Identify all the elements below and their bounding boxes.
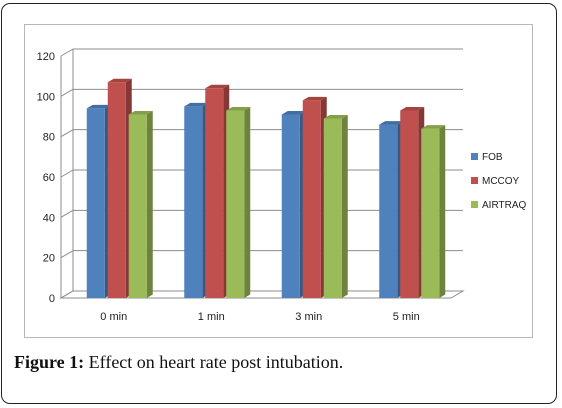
bar — [400, 110, 419, 298]
bar — [128, 114, 147, 298]
bar-top — [302, 96, 327, 101]
bar — [184, 106, 203, 299]
bar-side — [244, 106, 251, 298]
bar-top — [281, 110, 306, 115]
bar-top — [205, 84, 230, 89]
bar-top — [107, 78, 132, 83]
y-tick-label: 60 — [43, 172, 55, 184]
chart-floor — [59, 290, 465, 299]
x-tick-label: 3 min — [295, 311, 322, 323]
bar — [302, 100, 321, 298]
y-tick-label: 120 — [37, 51, 55, 63]
bar-top — [128, 110, 153, 115]
y-tick-label: 20 — [43, 253, 55, 265]
bar-top — [184, 102, 209, 107]
bar-side — [146, 110, 153, 298]
bar — [205, 88, 224, 298]
bar-top — [226, 106, 251, 111]
figure-caption: Figure 1: Effect on heart rate post intu… — [14, 352, 554, 373]
bar-top — [400, 106, 425, 111]
bar — [226, 110, 245, 298]
x-tick-label: 1 min — [198, 311, 225, 323]
bar-top — [379, 121, 404, 125]
chart-area: 0 20 40 60 80 100 120 0 min 1 min 3 min 5 min FOB MC… — [24, 24, 533, 338]
legend-swatch — [471, 177, 478, 184]
caption-label: Figure 1: — [14, 352, 85, 372]
y-tick-label: 0 — [49, 293, 55, 305]
figure-panel: 0 20 40 60 80 100 120 0 min 1 min 3 min 5 min FOB MC… — [1, 3, 557, 404]
x-tick-label: 5 min — [393, 311, 420, 323]
bar-top — [86, 104, 111, 109]
legend-label: FOB — [482, 152, 503, 163]
bar — [107, 82, 126, 298]
bar — [86, 108, 105, 298]
gridline-slant — [60, 209, 74, 218]
y-tick-label: 40 — [43, 212, 55, 224]
legend-label: MCCOY — [482, 176, 520, 187]
gridline-slant — [60, 88, 74, 97]
bar-side — [439, 125, 446, 298]
bar-chart: 0 20 40 60 80 100 120 0 min 1 min 3 min 5 min FOB MC… — [37, 48, 526, 323]
gridline-slant — [60, 169, 74, 178]
bar-top — [323, 115, 348, 119]
legend-label: AIRTRAQ — [482, 200, 526, 211]
bar-side — [341, 115, 348, 299]
bar — [281, 114, 300, 298]
y-tick-label: 80 — [43, 132, 55, 144]
bar-top — [421, 125, 446, 129]
gridline-slant — [60, 129, 74, 138]
y-tick-label: 100 — [37, 91, 55, 103]
gridline-slant — [60, 48, 74, 57]
bar — [379, 124, 398, 298]
legend-swatch — [471, 201, 478, 208]
legend-swatch — [471, 153, 478, 160]
bar — [323, 118, 342, 299]
gridline-slant — [60, 250, 74, 259]
x-tick-label: 0 min — [100, 311, 127, 323]
caption-text: Effect on heart rate post intubation. — [84, 352, 344, 372]
bar — [421, 128, 440, 298]
